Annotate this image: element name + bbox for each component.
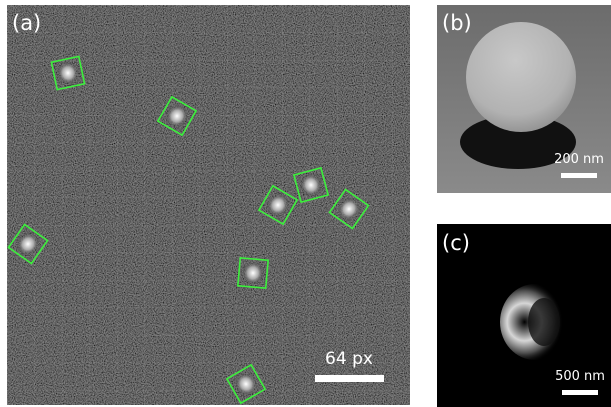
scale-bar: [561, 173, 597, 178]
panel-label: (b): [442, 11, 472, 35]
scale-bar: [315, 375, 384, 382]
figure: (a) 64 px (b) 200 nm (c) 500 nm: [0, 0, 611, 407]
panel-a: (a) 64 px: [7, 5, 410, 405]
panel-c: (c) 500 nm: [437, 224, 611, 407]
panel-label: (c): [442, 231, 470, 255]
scale-bar-label: 500 nm: [555, 369, 605, 384]
scale-bar: [562, 390, 598, 395]
panel-label: (a): [12, 11, 41, 35]
scale-bar-label: 200 nm: [554, 152, 604, 167]
scale-bar-label: 64 px: [325, 349, 373, 369]
panel-b: (b) 200 nm: [437, 5, 611, 193]
